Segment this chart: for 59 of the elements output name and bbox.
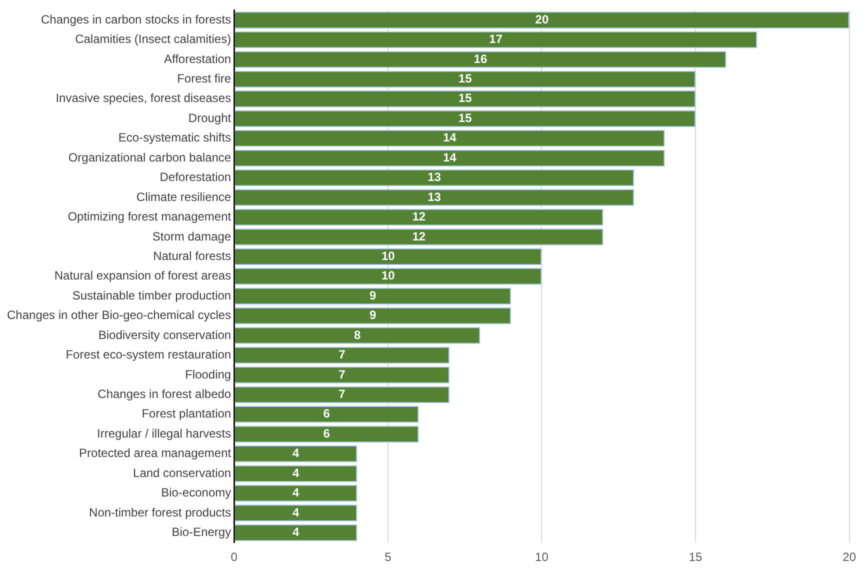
y-tick-label: Flooding <box>185 367 232 382</box>
y-tick-label: Calamities (Insect calamities) <box>75 32 232 46</box>
y-tick-label: Eco-systematic shifts <box>118 130 232 145</box>
y-tick-label: Drought <box>188 110 232 125</box>
x-tick-label: 10 <box>535 550 549 564</box>
x-tick-label: 15 <box>688 550 703 564</box>
data-label: 4 <box>292 525 300 540</box>
y-tick-label: Forest eco-system restauration <box>66 348 232 362</box>
data-label: 13 <box>428 170 442 184</box>
x-tick-label: 20 <box>842 550 856 564</box>
y-tick-label: Climate resilience <box>136 190 232 204</box>
y-tick-label: Deforestation <box>160 170 232 184</box>
data-label: 9 <box>369 308 376 322</box>
data-label: 7 <box>338 367 346 382</box>
y-tick-label: Biodiversity conservation <box>98 328 232 342</box>
data-label: 12 <box>412 210 426 224</box>
data-label: 15 <box>458 91 472 106</box>
y-tick-label: Non-timber forest products <box>89 505 232 520</box>
y-tick-label: Natural forests <box>153 248 232 263</box>
y-tick-label: Forest plantation <box>142 406 232 421</box>
data-label: 15 <box>458 72 472 86</box>
y-tick-label: Natural expansion of forest areas <box>54 268 232 283</box>
data-label: 4 <box>292 486 300 500</box>
data-label: 20 <box>535 12 549 26</box>
y-tick-label: Bio-economy <box>161 486 232 500</box>
y-tick-label: Invasive species, forest diseases <box>56 91 232 106</box>
y-tick-label: Protected area management <box>79 446 232 460</box>
data-label: 4 <box>292 446 300 460</box>
x-tick-label: 0 <box>230 550 238 564</box>
data-label: 16 <box>474 52 488 66</box>
y-tick-label: Afforestation <box>164 52 232 66</box>
y-tick-label: Changes in forest albedo <box>98 387 232 402</box>
data-label: 9 <box>369 288 376 302</box>
data-label: 13 <box>428 190 442 204</box>
y-tick-label: Storm damage <box>152 229 232 244</box>
y-tick-label: Optimizing forest management <box>68 210 232 224</box>
data-label: 12 <box>412 229 426 244</box>
data-label: 10 <box>381 248 396 263</box>
data-label: 17 <box>489 32 503 46</box>
y-tick-label: Changes in other Bio-geo-chemical cycles <box>7 308 232 322</box>
y-tick-label: Organizational carbon balance <box>68 150 232 164</box>
data-label: 7 <box>338 387 346 402</box>
data-label: 14 <box>443 150 457 164</box>
data-label: 7 <box>338 348 346 362</box>
y-tick-label: Land conservation <box>133 466 232 480</box>
data-label: 6 <box>323 406 330 421</box>
data-label: 14 <box>443 130 457 145</box>
data-label: 4 <box>292 505 300 520</box>
y-tick-label: Sustainable timber production <box>72 288 232 302</box>
data-label: 6 <box>323 426 330 440</box>
data-label: 8 <box>354 328 362 342</box>
y-tick-label: Irregular / illegal harvests <box>97 426 232 440</box>
x-tick-label: 5 <box>384 550 392 564</box>
y-tick-label: Changes in carbon stocks in forests <box>41 12 232 26</box>
data-label: 10 <box>381 268 396 283</box>
data-label: 15 <box>458 110 472 125</box>
data-label: 4 <box>292 466 300 480</box>
y-tick-label: Forest fire <box>177 72 232 86</box>
y-tick-label: Bio-Energy <box>172 525 232 540</box>
